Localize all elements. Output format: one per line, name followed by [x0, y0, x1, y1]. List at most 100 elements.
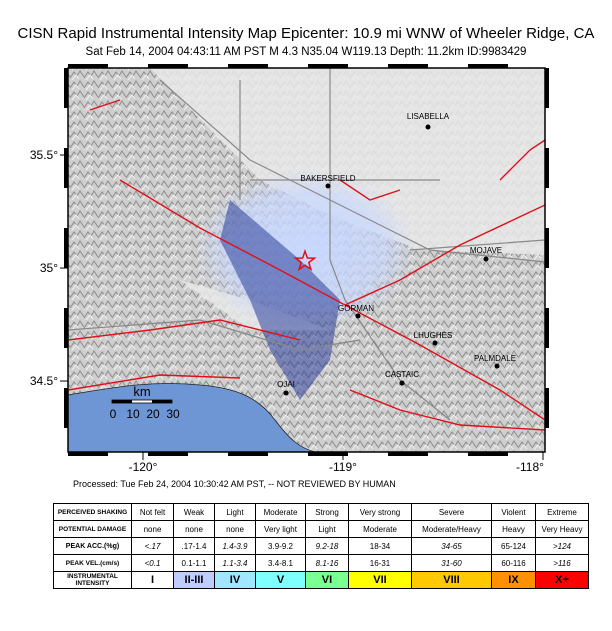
legend-cell: >124 [535, 537, 589, 555]
legend-row: PEAK VEL.(cm/s) <0.1 0.1-1.1 1.1-3.4 3.4-8.1… [53, 554, 589, 572]
scale-tick: 0 [110, 407, 117, 421]
legend-cell: Light [214, 503, 256, 521]
city-marker [355, 313, 361, 319]
frame-segment [545, 388, 549, 428]
legend-cell: 34-65 [411, 537, 492, 555]
legend-cell: 9.2-18 [305, 537, 349, 555]
legend-cell: <0.1 [131, 554, 174, 572]
lon-label: -119° [329, 460, 357, 474]
frame-segment [545, 68, 549, 108]
scale-tick: 20 [146, 407, 160, 421]
lon-label: -120° [129, 460, 158, 474]
legend-cell: Strong [305, 503, 349, 521]
legend-header: PERCEIVED SHAKING [53, 503, 132, 521]
legend-cell: 1.1-3.4 [214, 554, 256, 572]
legend-cell: VII [348, 571, 412, 589]
city-label: LHUGHES [414, 331, 453, 340]
city-label: GORMAN [338, 304, 374, 313]
scale-tick: 10 [126, 407, 140, 421]
legend-cell: I [131, 571, 174, 589]
frame-segment [388, 64, 428, 68]
legend-cell: none [131, 520, 174, 538]
map-figure: CISN Rapid Instrumental Intensity Map Ep… [18, 25, 595, 489]
legend-cell: <.17 [131, 537, 174, 555]
frame-segment [545, 228, 549, 268]
legend-cell: 18-34 [348, 537, 412, 555]
frame-segment [64, 68, 68, 108]
legend-cell: none [173, 520, 215, 538]
epicenter-star [293, 248, 317, 272]
legend-cell: V [255, 571, 306, 589]
legend-row: INSTRUMENTAL INTENSITY I II-III IV V VI VII VII… [53, 571, 589, 589]
legend-cell: 1.4-3.9 [214, 537, 256, 555]
legend-cell: Very light [255, 520, 306, 538]
city-marker [425, 124, 431, 130]
city-marker [483, 256, 489, 262]
subtitle: Sat Feb 14, 2004 04:43:11 AM PST M 4.3 N… [86, 46, 527, 58]
legend-cell: VI [305, 571, 349, 589]
legend-header: PEAK ACC.(%g) [53, 537, 132, 555]
frame-segment [64, 308, 68, 348]
legend-cell: .17-1.4 [173, 537, 215, 555]
frame-segment [228, 452, 268, 456]
legend-cell: 0.1-1.1 [173, 554, 215, 572]
city-label: PALMDALE [474, 354, 516, 363]
legend-cell: Extreme [535, 503, 589, 521]
title: CISN Rapid Instrumental Intensity Map Ep… [18, 25, 595, 42]
frame-segment [68, 64, 108, 68]
legend-row: POTENTIAL DAMAGE none none none Very light Li… [53, 520, 589, 538]
frame-segment [148, 64, 188, 68]
frame-segment [308, 452, 348, 456]
legend-header: PEAK VEL.(cm/s) [53, 554, 132, 572]
legend-cell: Very Heavy [535, 520, 589, 538]
intensity-legend: PERCEIVED SHAKING Not felt Weak Light Modera… [53, 503, 589, 589]
processed-note: Processed: Tue Feb 24, 2004 10:30:42 AM … [73, 479, 396, 489]
legend-cell: Moderate [348, 520, 412, 538]
city-label: OJAI [277, 380, 295, 389]
frame-segment [468, 64, 508, 68]
city-label: BAKERSFIELD [300, 174, 355, 183]
legend-row: PEAK ACC.(%g) <.17.17-1.4 1.4-3.9 3.9-9.2 9.… [53, 537, 589, 555]
frame-segment [64, 228, 68, 268]
frame-segment [148, 452, 188, 456]
lat-label: 35.5° [30, 148, 58, 162]
legend-cell: 3.9-9.2 [255, 537, 306, 555]
frame-segment [545, 308, 549, 348]
city-marker [432, 340, 438, 346]
legend-cell: 3.4-8.1 [255, 554, 306, 572]
legend-cell: X+ [535, 571, 589, 589]
legend-cell: VIII [411, 571, 492, 589]
legend-cell: Violent [491, 503, 536, 521]
lat-label: 35° [40, 261, 58, 275]
legend-cell: >116 [535, 554, 589, 572]
legend-cell: IV [214, 571, 256, 589]
legend-cell: 31-60 [411, 554, 492, 572]
legend-cell: Moderate/Heavy [411, 520, 492, 538]
legend-header: POTENTIAL DAMAGE [53, 520, 132, 538]
legend-row: PERCEIVED SHAKING Not felt Weak Light Modera… [53, 503, 589, 521]
city-marker [494, 363, 500, 369]
city-label: MOJAVE [470, 246, 502, 255]
legend-cell: 65-124 [491, 537, 536, 555]
scale-bar: km [111, 384, 173, 404]
frame-segment [388, 452, 428, 456]
legend-cell: Severe [411, 503, 492, 521]
city-marker [283, 390, 289, 396]
frame-segment [64, 388, 68, 428]
city-marker [399, 380, 405, 386]
city-label: CASTAIC [385, 370, 419, 379]
frame-segment [228, 64, 268, 68]
legend-cell: Moderate [255, 503, 306, 521]
lon-label: -118° [516, 460, 544, 474]
scale-unit: km [133, 384, 150, 399]
frame-segment [308, 64, 348, 68]
legend-cell: IX [491, 571, 536, 589]
city-marker [325, 183, 331, 189]
legend-header: INSTRUMENTAL INTENSITY [53, 571, 132, 589]
legend-cell: Light [305, 520, 349, 538]
legend-cell: Weak [173, 503, 215, 521]
legend-cell: Heavy [491, 520, 536, 538]
frame-segment [468, 452, 508, 456]
frame-segment [545, 148, 549, 188]
